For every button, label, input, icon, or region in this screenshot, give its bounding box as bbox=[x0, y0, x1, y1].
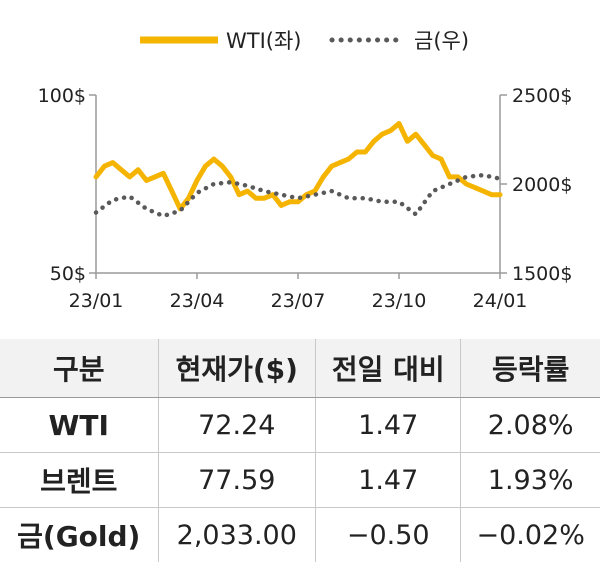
change-rate-cell: 1.93% bbox=[461, 453, 600, 508]
left-tick-label: 100$ bbox=[38, 85, 86, 107]
commodity-price-chart: WTI(좌) 금(우) 100$ 50$ 2500$ 2000$ 1500$ 2… bbox=[0, 0, 600, 330]
x-tick-label: 23/01 bbox=[69, 290, 124, 312]
daily-change-cell: 1.47 bbox=[316, 453, 461, 508]
header-daily-change: 전일 대비 bbox=[316, 339, 461, 398]
series-line-gold bbox=[96, 175, 500, 216]
daily-change-cell: −0.50 bbox=[316, 508, 461, 562]
header-category: 구분 bbox=[0, 339, 158, 398]
table-header-row: 구분 현재가($) 전일 대비 등락률 bbox=[0, 339, 600, 398]
current-price-cell: 72.24 bbox=[158, 398, 316, 453]
row-label: 금(Gold) bbox=[0, 508, 158, 562]
right-tick-label: 2500$ bbox=[512, 85, 572, 107]
table-row: WTI 72.24 1.47 2.08% bbox=[0, 398, 600, 453]
legend: WTI(좌) 금(우) bbox=[140, 29, 469, 53]
row-label: 브렌트 bbox=[0, 453, 158, 508]
x-tick-label: 24/01 bbox=[473, 290, 528, 312]
left-axis-tick-labels: 100$ 50$ bbox=[38, 85, 86, 285]
plot-area bbox=[96, 124, 500, 217]
row-label: WTI bbox=[0, 398, 158, 453]
table-row: 브렌트 77.59 1.47 1.93% bbox=[0, 453, 600, 508]
header-change-rate: 등락률 bbox=[461, 339, 600, 398]
current-price-cell: 77.59 bbox=[158, 453, 316, 508]
x-tick-label: 23/10 bbox=[372, 290, 427, 312]
x-tick-label: 23/07 bbox=[271, 290, 326, 312]
series-line-wti bbox=[96, 124, 500, 209]
right-tick-label: 1500$ bbox=[512, 263, 572, 285]
x-tick-label: 23/04 bbox=[170, 290, 225, 312]
left-tick-label: 50$ bbox=[50, 263, 86, 285]
legend-wti-label: WTI(좌) bbox=[226, 29, 302, 53]
change-rate-cell: −0.02% bbox=[461, 508, 600, 562]
header-current-price: 현재가($) bbox=[158, 339, 316, 398]
change-rate-cell: 2.08% bbox=[461, 398, 600, 453]
table-row: 금(Gold) 2,033.00 −0.50 −0.02% bbox=[0, 508, 600, 562]
right-axis-tick-labels: 2500$ 2000$ 1500$ bbox=[512, 85, 572, 285]
x-axis-tick-labels: 23/01 23/04 23/07 23/10 24/01 bbox=[69, 290, 528, 312]
daily-change-cell: 1.47 bbox=[316, 398, 461, 453]
legend-gold-label: 금(우) bbox=[414, 29, 469, 53]
price-table: 구분 현재가($) 전일 대비 등락률 WTI 72.24 1.47 2.08%… bbox=[0, 339, 600, 562]
right-tick-label: 2000$ bbox=[512, 174, 572, 196]
current-price-cell: 2,033.00 bbox=[158, 508, 316, 562]
